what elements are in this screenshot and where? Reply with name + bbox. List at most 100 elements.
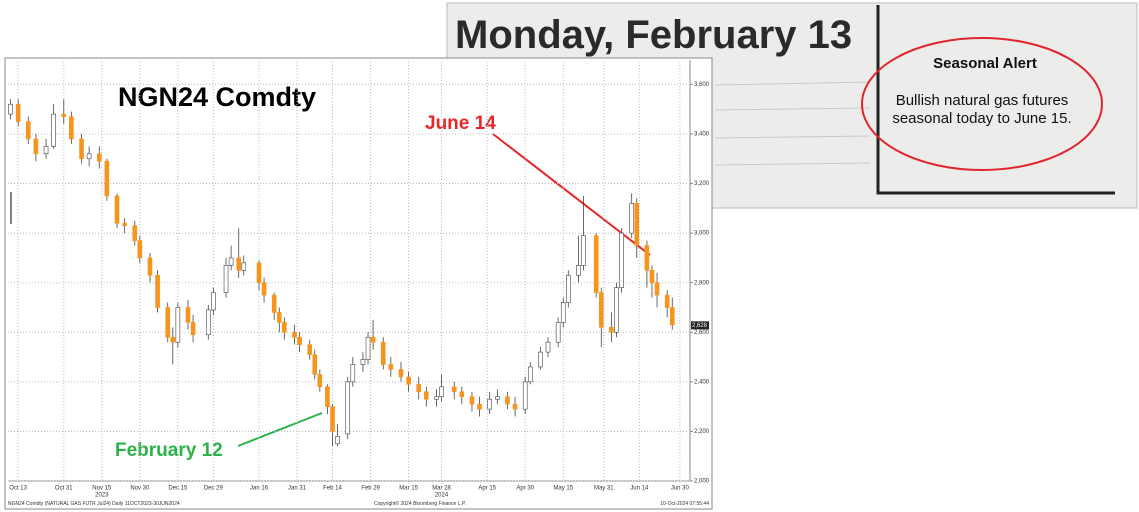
candle-body (271, 294, 277, 313)
candle-body (114, 195, 120, 224)
y-tick-label: 3,600 (694, 82, 710, 88)
candle-body (619, 232, 624, 288)
x-tick-label: Apr 15 (478, 486, 496, 492)
candle-body (350, 364, 356, 383)
candle-body (86, 153, 92, 160)
x-tick-label: Nov 15 (92, 486, 112, 492)
year-label: 2023 (95, 493, 109, 499)
paper-lines (714, 81, 871, 166)
candle-body (317, 374, 323, 388)
candle-body (69, 116, 74, 140)
candle-body (644, 245, 650, 271)
candle-body (8, 103, 13, 115)
candle-body (297, 336, 302, 345)
alert-title: Seasonal Alert (933, 55, 1037, 72)
candle-body (505, 396, 510, 405)
x-tick-label: Oct 13 (9, 486, 27, 492)
candle-body (649, 270, 655, 283)
candle-body (598, 292, 604, 328)
candle-body (292, 331, 297, 338)
candle-body (51, 113, 56, 147)
candle-body (312, 354, 318, 375)
x-tick-label: Mar 15 (399, 486, 418, 492)
candle-body (15, 103, 21, 122)
alert-circle (861, 37, 1103, 171)
candle-body (211, 292, 216, 311)
candle-body (170, 336, 176, 343)
last-price-label: 2,628 (692, 323, 708, 329)
year-label: 2024 (435, 493, 449, 499)
x-tick-label: Jun 14 (630, 486, 649, 492)
candle-body (487, 398, 493, 410)
x-tick-label: Apr 30 (516, 486, 534, 492)
candle-body (137, 240, 143, 259)
x-tick-label: Jun 30 (671, 486, 690, 492)
candle-body (495, 396, 500, 400)
candle-body (388, 364, 394, 370)
candle-body (593, 235, 599, 293)
candle-body (61, 113, 67, 117)
candle-body (629, 203, 634, 234)
candle-body (560, 302, 566, 323)
candle-body (398, 369, 404, 378)
x-tick-label: Jan 31 (288, 486, 307, 492)
x-tick-label: May 31 (594, 486, 614, 492)
x-tick-label: Jan 16 (250, 486, 269, 492)
annotation-arrow (237, 412, 323, 447)
candle-body (360, 359, 366, 365)
candle-body (538, 351, 543, 368)
y-tick-label: 2,600 (694, 330, 710, 336)
candle-body (96, 153, 102, 162)
candle-body (459, 391, 465, 398)
candle-body (79, 138, 84, 160)
candle-body (256, 262, 262, 283)
y-tick-label: 2,000 (694, 479, 710, 485)
candle-body (236, 257, 242, 271)
candle-body (365, 336, 371, 360)
candle-body (512, 403, 518, 410)
candle-body (175, 307, 181, 343)
candle-body (522, 381, 528, 410)
x-tick-label: Feb 29 (361, 486, 380, 492)
candle-body (330, 406, 335, 432)
x-tick-label: Oct 31 (55, 486, 73, 492)
x-tick-label: Dec 15 (168, 486, 188, 492)
candle-body (122, 222, 127, 226)
candle-body (147, 257, 153, 276)
candle-body (614, 287, 619, 333)
candle-body (380, 341, 386, 365)
x-tick-label: Mar 28 (432, 486, 451, 492)
candle-body (439, 386, 444, 398)
candle-body (634, 203, 640, 246)
candle-body (345, 381, 351, 435)
annotation: June 14 (425, 113, 496, 134)
candle-body (545, 341, 551, 353)
candle-body (654, 282, 660, 296)
candle-body (664, 294, 670, 308)
candle-body (576, 265, 581, 276)
candle-body (424, 391, 429, 400)
candle-body (406, 376, 411, 385)
footer: 10-Oct-2024 07:55:44 (660, 501, 709, 507)
chart-title: NGN24 Comdty (118, 82, 316, 112)
candle-body (228, 257, 234, 266)
candle-body (416, 384, 422, 393)
candle-body (581, 235, 586, 266)
footer: Copyright© 2024 Bloomberg Finance L.P. (374, 500, 466, 507)
candle-body (33, 138, 39, 155)
clipping-heading: Monday, February 13 (455, 13, 852, 57)
chart-frame (4, 57, 713, 510)
candle-body (555, 322, 561, 343)
footer: NGN24 Comdty (NATURAL GAS FUTR Jul24) Da… (8, 501, 180, 507)
candle-body (325, 386, 330, 407)
candle-body (185, 307, 191, 323)
candle-body (223, 265, 229, 293)
candle-body (43, 146, 49, 155)
candle-body (469, 396, 475, 405)
candle-body (205, 309, 211, 336)
y-tick-label: 3,000 (694, 231, 710, 237)
y-tick-label: 2,200 (694, 429, 710, 435)
x-tick-label: Feb 14 (323, 486, 342, 492)
y-tick-label: 2,800 (694, 280, 710, 286)
